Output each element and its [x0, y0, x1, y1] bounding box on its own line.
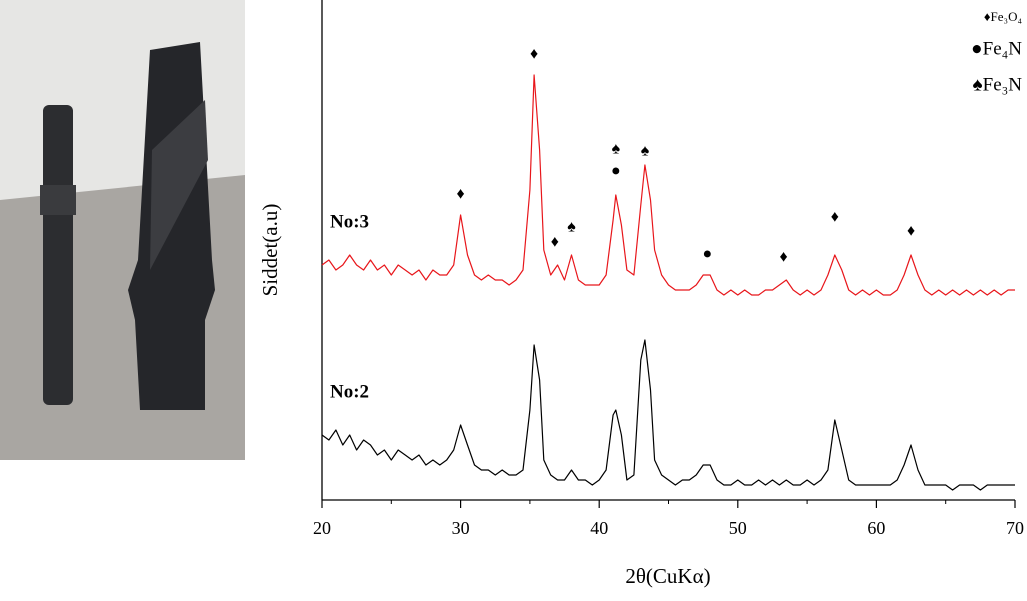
x-tick-label: 70 — [1006, 518, 1024, 538]
peak-marker: ♦ — [907, 223, 915, 240]
tool-small-collar — [40, 185, 76, 215]
peak-marker: ● — [702, 246, 712, 263]
series-line — [321, 339, 1015, 491]
x-tick-label: 20 — [313, 518, 331, 538]
series-line — [321, 74, 1015, 296]
peak-marker: ♦ — [779, 249, 787, 266]
peak-marker: ♠ — [612, 141, 621, 158]
x-tick-label: 30 — [452, 518, 470, 538]
peak-marker: ♠ — [567, 219, 576, 236]
x-tick-label: 60 — [867, 518, 885, 538]
tool-large-flute — [150, 100, 208, 270]
x-tick-label: 50 — [729, 518, 747, 538]
series-label: No:2 — [330, 381, 369, 402]
peak-marker: ♦ — [551, 234, 559, 251]
peak-marker: ♠ — [641, 143, 650, 160]
peak-marker: ♦ — [831, 209, 839, 226]
series-label: No:3 — [330, 211, 369, 232]
legend-entry: ●Fe₄N — [971, 38, 1022, 59]
legend-entry: ♠Fe₃N — [973, 74, 1023, 95]
y-axis-label: Siddet(a.u) — [258, 204, 282, 297]
photo — [0, 0, 245, 460]
photo-wall — [0, 0, 245, 200]
tool-small — [43, 105, 73, 405]
peak-marker: ♦ — [530, 46, 538, 63]
x-tick-label: 40 — [590, 518, 608, 538]
peak-marker: ♦ — [457, 186, 465, 203]
legend-entry: ♦Fe₃O₄ — [984, 9, 1023, 24]
peak-marker: ● — [611, 163, 621, 180]
x-axis-label: 2θ(CuKα) — [625, 564, 710, 588]
